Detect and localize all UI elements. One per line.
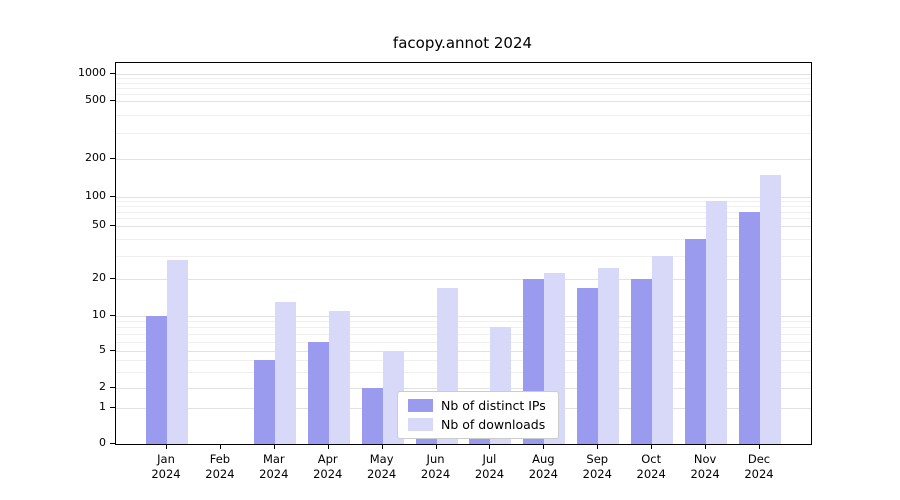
gridline-minor xyxy=(116,360,811,361)
bar-downloads xyxy=(706,201,728,444)
y-tick-label: 1 xyxy=(99,400,106,413)
x-tick-mark xyxy=(381,444,383,449)
x-tick-label: Feb 2024 xyxy=(205,452,235,481)
x-tick-label: Dec 2024 xyxy=(744,452,774,481)
gridline-minor xyxy=(116,327,811,329)
x-tick-label: Sep 2024 xyxy=(582,452,612,481)
gridline-minor xyxy=(116,87,811,89)
gridline-minor xyxy=(116,334,811,335)
y-tick-mark xyxy=(110,407,115,408)
x-tick-mark xyxy=(705,444,707,449)
x-tick-mark xyxy=(651,444,653,449)
y-tick-mark xyxy=(110,278,115,279)
gridline-major xyxy=(116,197,811,198)
x-tick-mark xyxy=(759,444,760,449)
y-tick-label: 50 xyxy=(92,218,106,231)
gridline-minor xyxy=(116,218,811,220)
gridline-major xyxy=(116,316,811,317)
gridline-minor xyxy=(116,211,811,213)
bar-distinct-ips xyxy=(631,279,653,444)
legend-swatch-distinct-ips xyxy=(408,399,433,412)
x-tick-label: Oct 2024 xyxy=(636,452,666,481)
gridline-minor xyxy=(116,201,811,203)
gridline-major xyxy=(116,388,811,389)
x-tick-mark xyxy=(597,444,599,449)
x-tick-label: Mar 2024 xyxy=(259,452,289,481)
gridline-major xyxy=(116,351,811,352)
x-tick-label: Nov 2024 xyxy=(690,452,720,481)
gridline-major xyxy=(116,74,811,75)
gridline-minor xyxy=(116,206,811,208)
gridline-minor xyxy=(116,93,811,95)
gridline-minor xyxy=(116,82,811,84)
y-tick-mark xyxy=(110,350,115,351)
legend-item-downloads: Nb of downloads xyxy=(408,417,546,432)
gridline-major xyxy=(116,101,811,102)
x-tick-label: Jul 2024 xyxy=(474,452,505,481)
gridline-major xyxy=(116,279,811,280)
bar-distinct-ips xyxy=(577,287,599,444)
bar-distinct-ips xyxy=(739,211,760,444)
y-tick-mark xyxy=(110,100,115,101)
x-tick-label: Apr 2024 xyxy=(313,452,343,481)
y-tick-label: 0 xyxy=(99,436,106,449)
bar-distinct-ips xyxy=(146,316,167,444)
x-tick-mark xyxy=(543,444,545,449)
y-tick-label: 500 xyxy=(85,93,106,106)
legend-label-distinct-ips: Nb of distinct IPs xyxy=(441,398,546,413)
y-tick-label: 5 xyxy=(99,343,106,356)
x-tick-mark xyxy=(273,444,275,449)
x-tick-mark xyxy=(489,444,491,449)
y-tick-label: 10 xyxy=(92,308,106,321)
y-tick-mark xyxy=(110,73,115,74)
gridline-minor xyxy=(116,133,811,135)
bar-downloads xyxy=(167,259,188,444)
gridline-minor xyxy=(116,115,811,117)
gridline-major xyxy=(116,159,811,160)
bar-distinct-ips xyxy=(361,388,383,444)
gridline-minor xyxy=(116,78,811,80)
bar-downloads xyxy=(598,268,620,444)
y-tick-label: 2 xyxy=(99,380,106,393)
bar-distinct-ips xyxy=(685,238,707,444)
gridline-major xyxy=(116,226,811,227)
x-tick-label: Aug 2024 xyxy=(528,452,558,481)
bar-downloads xyxy=(760,174,781,444)
legend-swatch-downloads xyxy=(408,418,433,431)
legend-item-distinct-ips: Nb of distinct IPs xyxy=(408,398,546,413)
y-tick-mark xyxy=(110,443,115,444)
x-tick-mark xyxy=(327,444,329,449)
y-tick-mark xyxy=(110,387,115,388)
gridline-minor xyxy=(116,255,811,257)
y-tick-mark xyxy=(110,225,115,226)
x-tick-mark xyxy=(219,444,221,449)
bar-downloads xyxy=(328,310,350,444)
y-tick-label: 100 xyxy=(85,189,106,202)
gridline-minor xyxy=(116,321,811,323)
bar-downloads xyxy=(652,255,674,444)
x-tick-mark xyxy=(166,444,167,449)
gridline-minor xyxy=(116,238,811,240)
x-tick-mark xyxy=(435,444,437,449)
plot-area xyxy=(115,62,812,445)
bar-distinct-ips xyxy=(307,341,329,444)
x-tick-label: Jun 2024 xyxy=(420,452,451,481)
chart-title: facopy.annot 2024 xyxy=(392,34,533,52)
x-tick-label: Jan 2024 xyxy=(151,452,181,481)
gridline-minor xyxy=(116,371,811,373)
gridline-minor xyxy=(116,341,811,343)
y-tick-label: 200 xyxy=(85,151,106,164)
y-tick-mark xyxy=(110,158,115,159)
y-tick-mark xyxy=(110,196,115,197)
y-tick-mark xyxy=(110,315,115,316)
legend: Nb of distinct IPs Nb of downloads xyxy=(397,391,559,439)
x-tick-label: May 2024 xyxy=(366,452,397,481)
y-tick-label: 20 xyxy=(92,271,106,284)
y-tick-label: 1000 xyxy=(78,66,106,79)
bar-downloads xyxy=(274,301,296,444)
legend-label-downloads: Nb of downloads xyxy=(441,417,546,432)
bar-distinct-ips xyxy=(253,360,275,444)
